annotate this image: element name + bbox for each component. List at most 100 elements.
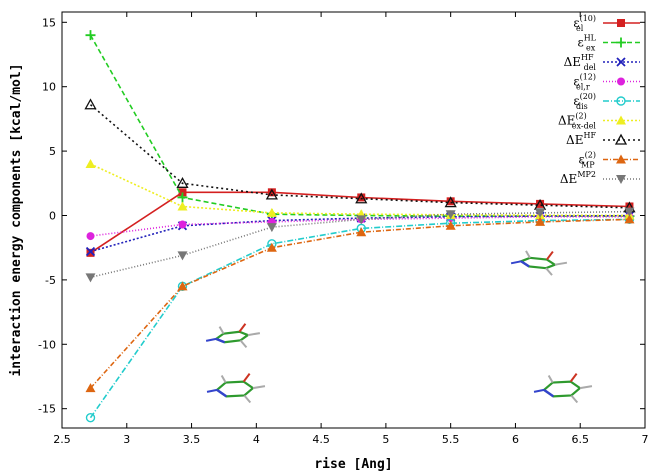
data-point <box>85 30 96 41</box>
series <box>85 158 635 220</box>
legend-label: ΔEHF <box>566 131 596 147</box>
x-tick-label: 5 <box>382 433 389 446</box>
series-line <box>89 104 630 209</box>
y-tick-label: -5 <box>45 274 56 287</box>
data-point <box>267 188 276 197</box>
y-tick-label: 5 <box>49 145 56 158</box>
data-point <box>616 57 626 67</box>
legend-entry: εHL ex <box>577 34 640 53</box>
data-point <box>617 77 625 86</box>
legend-label: ε(2) MP <box>578 151 596 170</box>
data-point <box>355 192 368 204</box>
legend-entry: ΔEHF del <box>564 53 640 72</box>
legend-label: ΔEMP2 <box>560 170 596 186</box>
data-point <box>178 220 187 229</box>
data-point <box>617 19 625 27</box>
x-tick-label: 4.5 <box>312 433 330 446</box>
legend-label: ε(12) el,r <box>573 73 596 92</box>
x-tick-label: 3 <box>123 433 130 446</box>
series-line <box>89 218 630 389</box>
data-point <box>84 98 97 110</box>
legend-label: ΔEHF del <box>564 53 597 72</box>
data-point <box>536 199 545 208</box>
y-tick-label: -10 <box>38 338 56 351</box>
molecule-stack-upper-right <box>510 250 568 276</box>
series <box>84 98 636 213</box>
y-axis-label: interaction energy components [kcal/mol] <box>9 63 24 376</box>
series <box>86 188 634 257</box>
legend-entry: ΔE(2) ex-del <box>558 112 640 131</box>
data-point <box>85 412 96 423</box>
data-point <box>614 133 628 145</box>
data-point <box>177 281 188 291</box>
data-point <box>85 383 96 393</box>
y-tick-label: 0 <box>49 209 56 222</box>
series-line <box>89 34 630 217</box>
data-point <box>624 207 635 217</box>
legend-label: ε(20) dis <box>573 92 596 111</box>
molecule-stack-lower <box>206 373 266 404</box>
series <box>85 214 635 423</box>
x-tick-label: 4 <box>253 433 260 446</box>
data-point <box>535 208 546 218</box>
legend-entry: ε(2) MP <box>578 151 640 170</box>
series-layer <box>84 30 636 423</box>
legend-label: ε(10) el <box>573 14 596 33</box>
data-point <box>356 215 367 225</box>
data-point <box>265 188 278 200</box>
molecule-stack-lower-right <box>533 373 593 404</box>
legend-entry: ε(12) el,r <box>573 73 640 92</box>
legend-entry: ΔEMP2 <box>560 170 640 186</box>
series <box>85 214 635 393</box>
y-tick-label: -15 <box>38 403 56 416</box>
series-line <box>90 163 630 217</box>
data-point <box>176 176 189 188</box>
series <box>85 207 635 283</box>
x-tick-label: 7 <box>642 433 649 446</box>
x-tick-label: 3.5 <box>183 433 201 446</box>
data-point <box>616 96 626 106</box>
data-point <box>266 207 277 217</box>
x-axis-label: rise [Ang] <box>314 457 392 472</box>
data-point <box>616 37 626 48</box>
y-tick-label: 15 <box>42 16 56 29</box>
x-tick-label: 2.5 <box>53 433 71 446</box>
data-point <box>616 154 626 164</box>
data-point <box>177 201 188 211</box>
data-point <box>266 242 277 252</box>
data-point <box>177 192 188 203</box>
data-point <box>444 196 457 208</box>
data-point <box>624 214 635 224</box>
data-point <box>178 188 187 197</box>
legend-entry: ΔEHF <box>566 131 640 147</box>
data-point <box>266 223 277 233</box>
data-point <box>357 193 366 202</box>
data-point <box>86 232 95 241</box>
data-point <box>625 202 634 211</box>
legend-label: ΔE(2) ex-del <box>558 112 596 131</box>
data-point <box>356 227 367 237</box>
legend-entry: ε(20) dis <box>573 92 640 111</box>
data-point <box>446 197 455 206</box>
axis-ticks: 2.5 3 3.5 4 4.5 5 5.5 6 6.5 7 -15 -10 -5 0 5 10 15 <box>38 12 649 446</box>
data-point <box>445 210 456 220</box>
molecule-stack-upper <box>205 323 261 348</box>
x-tick-label: 6.5 <box>571 433 589 446</box>
data-point <box>85 273 96 283</box>
data-point <box>85 246 96 257</box>
data-point <box>86 248 95 257</box>
data-point <box>445 220 456 230</box>
series-line <box>89 218 630 419</box>
series <box>85 30 635 222</box>
molecule-illustrations <box>205 250 593 404</box>
plot-frame <box>61 11 646 429</box>
legend-label: εHL ex <box>577 34 596 53</box>
data-point <box>616 175 626 184</box>
legend-entry: ε(10) el <box>573 14 640 33</box>
data-point <box>177 251 188 261</box>
x-tick-label: 6 <box>512 433 519 446</box>
data-point <box>535 216 546 226</box>
data-point <box>616 115 626 125</box>
